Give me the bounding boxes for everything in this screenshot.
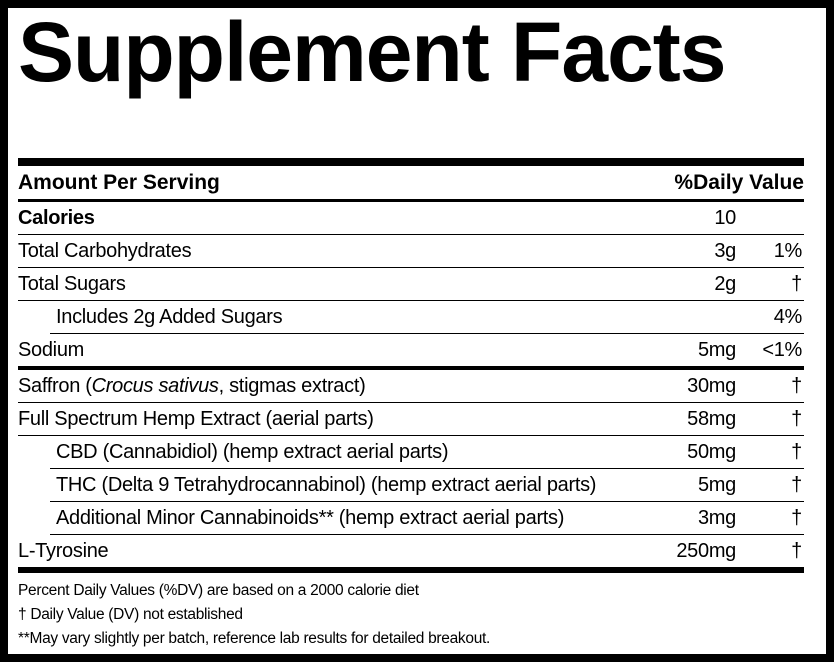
amount: 30mg xyxy=(687,374,736,397)
amount: 2g xyxy=(714,272,736,295)
amount: 50mg xyxy=(687,440,736,463)
amount: 10 xyxy=(714,206,736,229)
footnote: Percent Daily Values (%DV) are based on … xyxy=(18,582,419,599)
name-part: Sodium xyxy=(18,338,85,361)
footnote: **May vary slightly per batch, reference… xyxy=(18,630,491,647)
row-name: Total Carbohydrates xyxy=(18,240,804,263)
name-part: Includes 2g Added Sugars xyxy=(56,305,283,328)
nutrient-row: Sodium 5mg <1% xyxy=(18,334,804,366)
nutrient-row: Full Spectrum Hemp Extract (aerial parts… xyxy=(18,403,804,436)
footnote: † Daily Value (DV) not established xyxy=(18,606,243,623)
sections: Calories 10 Total Carbohydrates 3g 1% Total S… xyxy=(18,202,804,573)
section: Saffron (Crocus sativus, stigmas extract… xyxy=(18,370,804,573)
name-part: THC (Delta 9 Tetrahydrocannabinol) (hemp… xyxy=(56,473,597,496)
name-part: Saffron ( xyxy=(18,374,92,397)
nutrient-row: L-Tyrosine 250mg † xyxy=(18,535,804,567)
daily-value: † xyxy=(791,473,802,496)
row-name: Full Spectrum Hemp Extract (aerial parts… xyxy=(18,408,804,431)
nutrient-row: Total Carbohydrates 3g 1% xyxy=(18,235,804,268)
row-name: Includes 2g Added Sugars xyxy=(50,306,804,329)
daily-value: † xyxy=(791,539,802,562)
row-name: Calories xyxy=(18,207,804,230)
section: Calories 10 Total Carbohydrates 3g 1% Total S… xyxy=(18,202,804,370)
header-row: Amount Per Serving %Daily Value xyxy=(18,158,804,202)
daily-value: † xyxy=(791,374,802,397)
amount: 250mg xyxy=(676,539,736,562)
nutrient-row: THC (Delta 9 Tetrahydrocannabinol) (hemp… xyxy=(50,469,804,502)
row-name: CBD (Cannabidiol) (hemp extract aerial p… xyxy=(50,441,804,464)
nutrient-row: Additional Minor Cannabinoids** (hemp ex… xyxy=(50,502,804,535)
nutrient-row: Calories 10 xyxy=(18,202,804,235)
amount: 5mg xyxy=(697,338,736,361)
amount-header: Amount Per Serving xyxy=(18,170,220,194)
name-part: Total Carbohydrates xyxy=(18,239,192,262)
daily-value: 4% xyxy=(773,305,803,328)
amount: 5mg xyxy=(697,473,736,496)
name-part: L-Tyrosine xyxy=(18,539,109,562)
row-name: Saffron (Crocus sativus, stigmas extract… xyxy=(18,375,804,398)
row-name: Total Sugars xyxy=(18,273,804,296)
name-part: Crocus sativus xyxy=(91,374,219,397)
daily-value: <1% xyxy=(762,338,802,361)
nutrient-row: CBD (Cannabidiol) (hemp extract aerial p… xyxy=(50,436,804,469)
row-name: L-Tyrosine xyxy=(18,540,804,563)
name-part: Total Sugars xyxy=(18,272,126,295)
name-part: Calories xyxy=(18,206,95,229)
title: Supplement Facts xyxy=(18,5,726,99)
row-name: Sodium xyxy=(18,339,804,362)
daily-value: † xyxy=(791,440,802,463)
daily-value: † xyxy=(791,272,802,295)
daily-value: † xyxy=(791,407,802,430)
nutrient-row: Includes 2g Added Sugars 4% xyxy=(50,301,804,334)
amount: 3g xyxy=(714,239,736,262)
amount: 58mg xyxy=(687,407,736,430)
name-part: , stigmas extract) xyxy=(218,374,366,397)
name-part: Full Spectrum Hemp Extract (aerial parts… xyxy=(18,407,374,430)
daily-value: † xyxy=(791,506,802,529)
footnotes: Percent Daily Values (%DV) are based on … xyxy=(18,573,804,651)
nutrient-row: Total Sugars 2g † xyxy=(18,268,804,301)
name-part: CBD (Cannabidiol) (hemp extract aerial p… xyxy=(56,440,449,463)
daily-value-header: %Daily Value xyxy=(674,170,804,194)
row-name: Additional Minor Cannabinoids** (hemp ex… xyxy=(50,507,804,530)
daily-value: 1% xyxy=(773,239,803,262)
amount: 3mg xyxy=(697,506,736,529)
nutrient-row: Saffron (Crocus sativus, stigmas extract… xyxy=(18,370,804,403)
name-part: Additional Minor Cannabinoids** (hemp ex… xyxy=(56,506,565,529)
row-name: THC (Delta 9 Tetrahydrocannabinol) (hemp… xyxy=(50,474,804,497)
